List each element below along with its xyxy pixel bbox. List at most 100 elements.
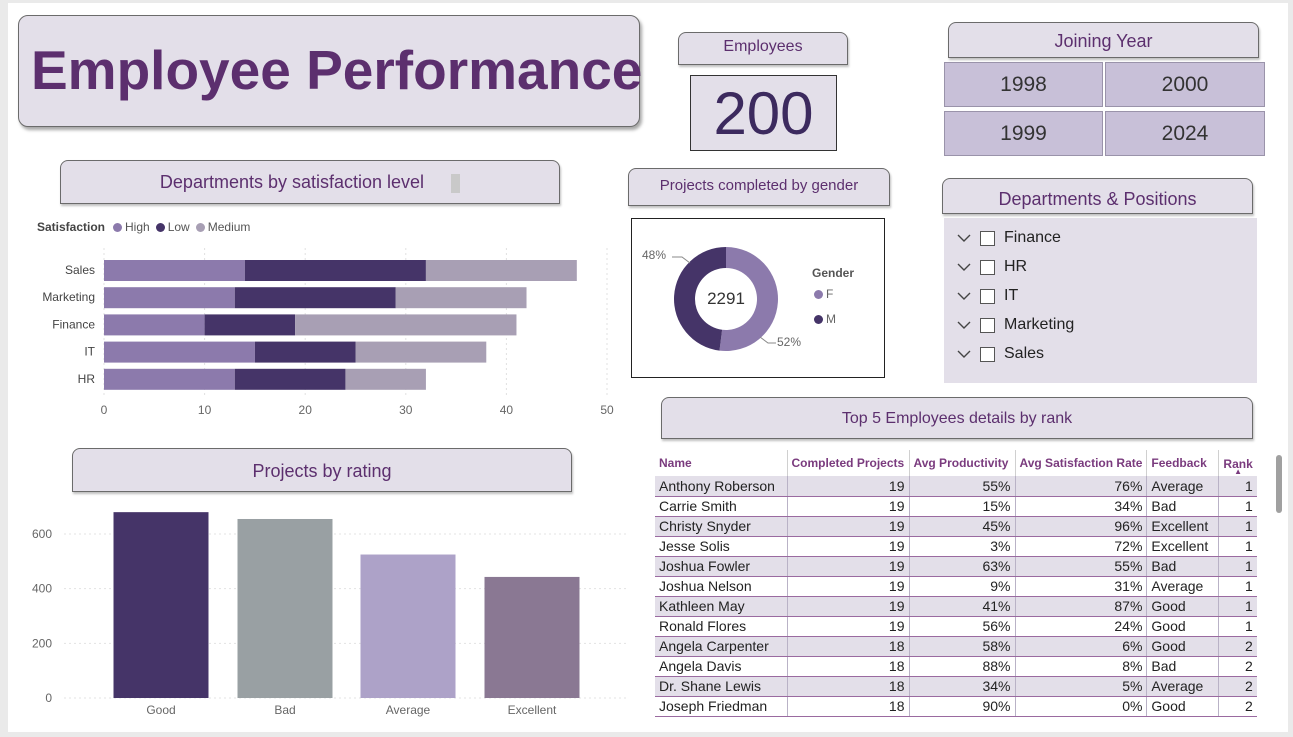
table-row[interactable]: Joshua Fowler 19 63% 55% Bad 1 bbox=[655, 556, 1257, 577]
bar-segment-low[interactable] bbox=[244, 260, 426, 281]
bar-bad[interactable] bbox=[237, 518, 333, 698]
cell-completed-projects: 19 bbox=[787, 516, 910, 537]
satisfaction-chart-title: Departments by satisfaction level bbox=[159, 172, 425, 192]
table-scrollbar[interactable] bbox=[1276, 455, 1282, 513]
year-button-1999[interactable]: 1999 bbox=[944, 111, 1103, 156]
table-row[interactable]: Anthony Roberson 19 55% 76% Average 1 bbox=[655, 476, 1257, 497]
cell-completed-projects: 18 bbox=[787, 696, 910, 717]
cell-completed-projects: 18 bbox=[787, 656, 910, 677]
bar-segment-high[interactable] bbox=[104, 368, 235, 390]
bar-segment-medium[interactable] bbox=[425, 260, 577, 281]
chevron-down-icon[interactable] bbox=[956, 288, 972, 304]
slicer-item-it[interactable]: IT bbox=[956, 285, 1018, 307]
cell-avg-productivity: 41% bbox=[909, 596, 1016, 617]
column-header-rank[interactable]: Rank ▲ bbox=[1223, 457, 1253, 476]
slicer-item-hr[interactable]: HR bbox=[956, 256, 1027, 278]
bar-segment-high[interactable] bbox=[104, 260, 245, 281]
chevron-down-icon[interactable] bbox=[956, 317, 972, 333]
cell-rank: 2 bbox=[1218, 696, 1257, 717]
table-row[interactable]: Angela Carpenter 18 58% 6% Good 2 bbox=[655, 636, 1257, 657]
bar-segment-low[interactable] bbox=[234, 368, 346, 390]
gender-donut-panel: 48% 52% 2291 Gender F M bbox=[631, 218, 885, 378]
cell-name: Dr. Shane Lewis bbox=[655, 676, 788, 697]
cell-avg-satisfaction: 31% bbox=[1015, 576, 1148, 597]
table-row[interactable]: Joseph Friedman 18 90% 0% Good 2 bbox=[655, 696, 1257, 717]
employees-kpi-label: Employees bbox=[678, 32, 848, 65]
checkbox[interactable] bbox=[980, 346, 995, 362]
chevron-down-icon[interactable] bbox=[956, 346, 972, 362]
bar-segment-medium[interactable] bbox=[395, 287, 527, 309]
donut-center-value: 2291 bbox=[707, 289, 745, 308]
checkbox[interactable] bbox=[980, 259, 995, 275]
bar-excellent[interactable] bbox=[484, 576, 580, 698]
cell-completed-projects: 19 bbox=[787, 616, 910, 637]
y-category-label: IT bbox=[84, 345, 95, 359]
cell-name: Angela Davis bbox=[655, 656, 788, 677]
bar-segment-low[interactable] bbox=[234, 287, 396, 309]
cell-name: Joshua Fowler bbox=[655, 556, 788, 577]
x-tick-label: 30 bbox=[399, 403, 413, 417]
cell-rank: 1 bbox=[1218, 476, 1257, 497]
cell-feedback: Bad bbox=[1146, 556, 1220, 577]
checkbox[interactable] bbox=[980, 317, 995, 333]
y-category-label: Finance bbox=[52, 317, 95, 331]
table-row[interactable]: Joshua Nelson 19 9% 31% Average 1 bbox=[655, 576, 1257, 597]
cell-avg-productivity: 58% bbox=[909, 636, 1016, 657]
year-button-2024[interactable]: 2024 bbox=[1105, 111, 1265, 156]
column-header-feedback[interactable]: Feedback bbox=[1146, 450, 1220, 476]
bar-segment-medium[interactable] bbox=[295, 314, 517, 336]
bar-segment-high[interactable] bbox=[104, 287, 235, 309]
table-row[interactable]: Angela Davis 18 88% 8% Bad 2 bbox=[655, 656, 1257, 677]
table-row[interactable]: Carrie Smith 19 15% 34% Bad 1 bbox=[655, 496, 1257, 517]
cell-rank: 1 bbox=[1218, 596, 1257, 617]
slicer-item-sales[interactable]: Sales bbox=[956, 343, 1044, 365]
table-row[interactable]: Dr. Shane Lewis 18 34% 5% Average 2 bbox=[655, 676, 1257, 697]
slicer-item-label: Finance bbox=[1004, 229, 1061, 246]
table-row[interactable]: Christy Snyder 19 45% 96% Excellent 1 bbox=[655, 516, 1257, 537]
y-tick-label: 200 bbox=[32, 636, 52, 650]
table-row[interactable]: Ronald Flores 19 56% 24% Good 1 bbox=[655, 616, 1257, 637]
checkbox[interactable] bbox=[980, 288, 995, 304]
year-button-1998[interactable]: 1998 bbox=[944, 62, 1103, 107]
cell-avg-satisfaction: 55% bbox=[1015, 556, 1148, 577]
rank-label: Rank bbox=[1223, 457, 1253, 471]
year-button-2000[interactable]: 2000 bbox=[1105, 62, 1265, 107]
column-header-name[interactable]: Name bbox=[655, 450, 788, 476]
leader-line-m bbox=[672, 256, 691, 264]
column-header-avg-satisfaction[interactable]: Avg Satisfaction Rate bbox=[1015, 450, 1148, 476]
top5-table-wrapper[interactable]: Name Completed Projects Avg Productivity… bbox=[655, 450, 1260, 722]
x-tick-label: 40 bbox=[500, 403, 514, 417]
cell-avg-satisfaction: 6% bbox=[1015, 636, 1148, 657]
table-row[interactable]: Kathleen May 19 41% 87% Good 1 bbox=[655, 596, 1257, 617]
cell-avg-productivity: 55% bbox=[909, 476, 1016, 497]
bar-average[interactable] bbox=[360, 554, 456, 698]
bar-segment-high[interactable] bbox=[104, 314, 205, 336]
cell-rank: 2 bbox=[1218, 656, 1257, 677]
bar-segment-low[interactable] bbox=[204, 314, 296, 336]
cell-feedback: Good bbox=[1146, 616, 1220, 637]
donut-slice-m[interactable] bbox=[673, 247, 726, 351]
column-header-avg-productivity[interactable]: Avg Productivity bbox=[909, 450, 1016, 476]
cell-completed-projects: 19 bbox=[787, 476, 910, 497]
x-tick-label: 50 bbox=[600, 403, 614, 417]
cell-avg-productivity: 34% bbox=[909, 676, 1016, 697]
column-header-completed-projects[interactable]: Completed Projects bbox=[787, 450, 910, 476]
bar-segment-high[interactable] bbox=[104, 341, 255, 363]
checkbox[interactable] bbox=[980, 230, 995, 246]
chevron-down-icon[interactable] bbox=[956, 259, 972, 275]
table-row[interactable]: Jesse Solis 19 3% 72% Excellent 1 bbox=[655, 536, 1257, 557]
legend-dot-m bbox=[814, 315, 823, 324]
chevron-down-icon[interactable] bbox=[956, 230, 972, 246]
slicer-item-finance[interactable]: Finance bbox=[956, 227, 1061, 249]
slicer-item-marketing[interactable]: Marketing bbox=[956, 314, 1074, 336]
bar-segment-medium[interactable] bbox=[355, 341, 487, 363]
slicer-item-label: Marketing bbox=[1004, 316, 1075, 333]
employees-kpi-value: 200 bbox=[690, 75, 837, 151]
cell-avg-satisfaction: 96% bbox=[1015, 516, 1148, 537]
bar-segment-medium[interactable] bbox=[345, 368, 426, 390]
bar-good[interactable] bbox=[113, 512, 209, 698]
donut-slice-f[interactable] bbox=[719, 247, 778, 351]
bar-segment-low[interactable] bbox=[254, 341, 356, 363]
cell-rank: 2 bbox=[1218, 636, 1257, 657]
donut-pct-f: 52% bbox=[777, 335, 802, 349]
